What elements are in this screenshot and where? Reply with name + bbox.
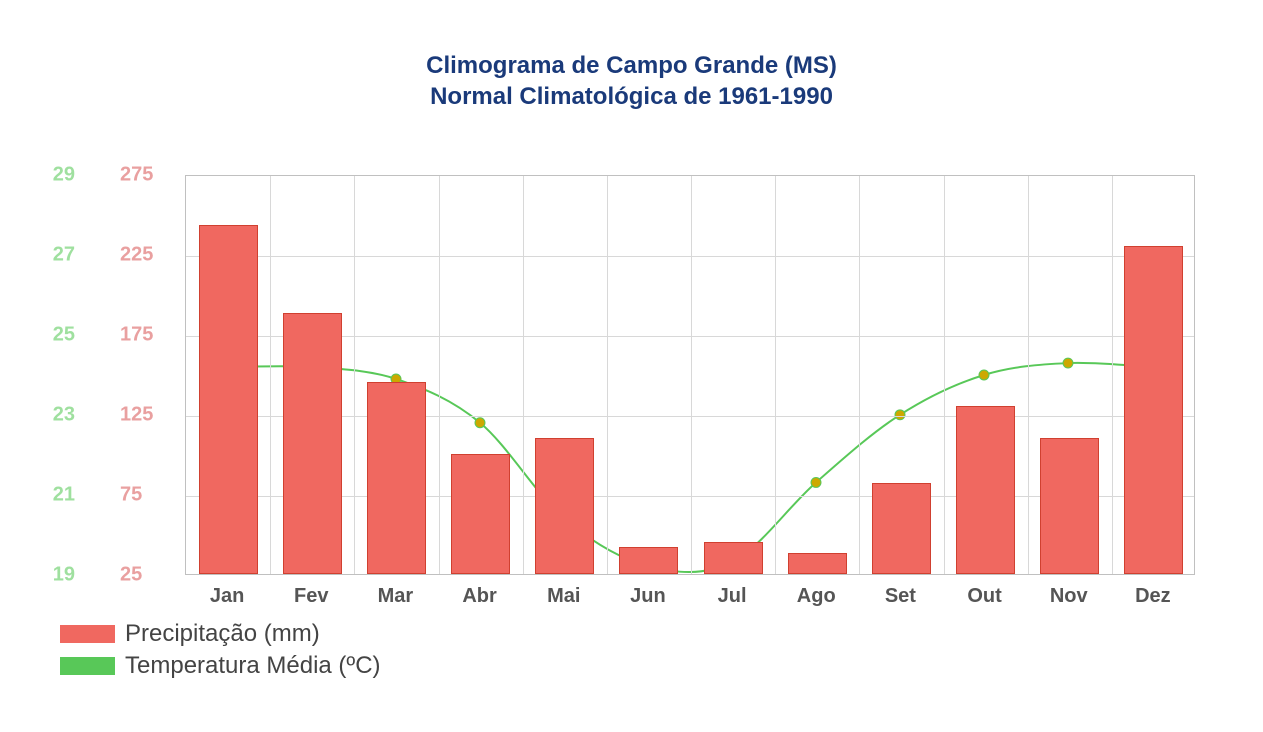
gridline-v bbox=[439, 176, 440, 574]
ytick-temp-19: 19 bbox=[20, 564, 75, 587]
temp-marker-out bbox=[979, 370, 989, 380]
legend-item-temp: Temperatura Média (ºC) bbox=[60, 652, 381, 680]
bar-ago bbox=[788, 553, 847, 574]
gridline-v bbox=[859, 176, 860, 574]
temp-marker-ago bbox=[811, 477, 821, 487]
gridline-v bbox=[1028, 176, 1029, 574]
title-line-2: Normal Climatológica de 1961-1990 bbox=[0, 81, 1263, 112]
climograma-chart: Climograma de Campo Grande (MS) Normal C… bbox=[0, 0, 1263, 732]
legend-swatch-precip bbox=[60, 625, 115, 643]
ytick-precip-175: 175 bbox=[120, 324, 175, 347]
ytick-precip-125: 125 bbox=[120, 404, 175, 427]
ytick-precip-25: 25 bbox=[120, 564, 175, 587]
legend-label-precip: Precipitação (mm) bbox=[125, 620, 320, 648]
legend-swatch-temp bbox=[60, 657, 115, 675]
gridline-v bbox=[775, 176, 776, 574]
bar-nov bbox=[1040, 438, 1099, 574]
gridline-v bbox=[1112, 176, 1113, 574]
ytick-precip-75: 75 bbox=[120, 484, 175, 507]
gridline-v bbox=[354, 176, 355, 574]
ytick-precip-275: 275 bbox=[120, 164, 175, 187]
ytick-temp-21: 21 bbox=[20, 484, 75, 507]
bar-jan bbox=[199, 225, 258, 574]
temp-marker-abr bbox=[475, 418, 485, 428]
xtick-set: Set bbox=[885, 585, 916, 608]
legend-item-precip: Precipitação (mm) bbox=[60, 620, 381, 648]
ytick-precip-225: 225 bbox=[120, 244, 175, 267]
xtick-jan: Jan bbox=[210, 585, 244, 608]
gridline-v bbox=[691, 176, 692, 574]
ytick-temp-23: 23 bbox=[20, 404, 75, 427]
bar-fev bbox=[283, 313, 342, 574]
gridline-v bbox=[523, 176, 524, 574]
title-line-1: Climograma de Campo Grande (MS) bbox=[0, 50, 1263, 81]
bar-out bbox=[956, 406, 1015, 574]
gridline-h bbox=[186, 256, 1194, 257]
xtick-dez: Dez bbox=[1135, 585, 1171, 608]
gridline-v bbox=[607, 176, 608, 574]
bar-mar bbox=[367, 382, 426, 574]
xtick-jun: Jun bbox=[630, 585, 666, 608]
bar-jul bbox=[704, 542, 763, 574]
xtick-fev: Fev bbox=[294, 585, 328, 608]
legend-label-temp: Temperatura Média (ºC) bbox=[125, 652, 381, 680]
ytick-temp-27: 27 bbox=[20, 244, 75, 267]
xtick-out: Out bbox=[967, 585, 1001, 608]
plot-area bbox=[185, 175, 1195, 575]
xtick-nov: Nov bbox=[1050, 585, 1088, 608]
bar-set bbox=[872, 483, 931, 574]
xtick-ago: Ago bbox=[797, 585, 836, 608]
xtick-abr: Abr bbox=[462, 585, 496, 608]
ytick-temp-25: 25 bbox=[20, 324, 75, 347]
temp-marker-nov bbox=[1063, 358, 1073, 368]
bar-abr bbox=[451, 454, 510, 574]
xtick-jul: Jul bbox=[718, 585, 747, 608]
gridline-v bbox=[270, 176, 271, 574]
temp-marker-set bbox=[895, 410, 905, 420]
xtick-mar: Mar bbox=[378, 585, 414, 608]
xtick-mai: Mai bbox=[547, 585, 580, 608]
bar-mai bbox=[535, 438, 594, 574]
legend: Precipitação (mm) Temperatura Média (ºC) bbox=[60, 620, 381, 684]
bar-jun bbox=[619, 547, 678, 574]
ytick-temp-29: 29 bbox=[20, 164, 75, 187]
chart-title: Climograma de Campo Grande (MS) Normal C… bbox=[0, 0, 1263, 112]
gridline-v bbox=[944, 176, 945, 574]
bar-dez bbox=[1124, 246, 1183, 574]
